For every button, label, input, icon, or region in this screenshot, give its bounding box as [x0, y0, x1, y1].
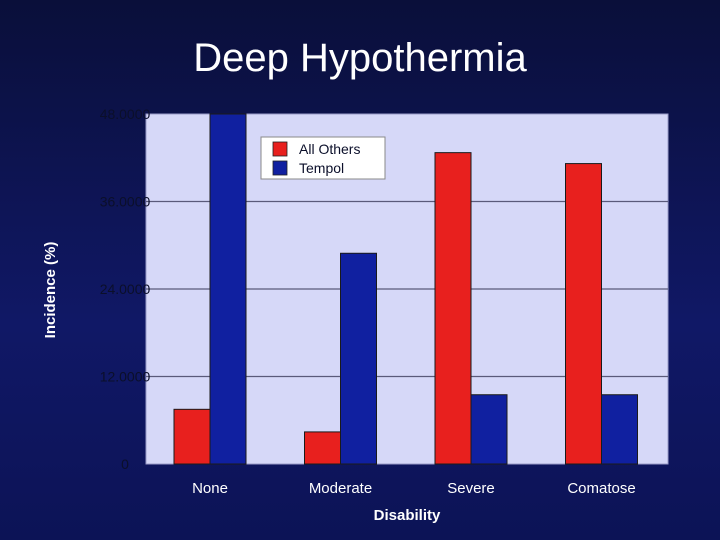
x-category-label: Comatose: [567, 480, 635, 497]
x-category-label: Severe: [447, 480, 495, 497]
x-axis-title: Disability: [374, 507, 441, 524]
y-tick-label: 48.0000: [100, 106, 151, 122]
legend: All Others Tempol: [260, 136, 386, 180]
legend-swatch-tempol: [272, 160, 288, 176]
x-category-label: None: [192, 480, 228, 497]
y-tick-label: 0: [121, 456, 129, 472]
legend-label-all-others: All Others: [299, 141, 360, 157]
x-category-labels: None Moderate Severe Comatose: [192, 480, 636, 497]
bar-tempol-none: [209, 113, 247, 465]
y-tick-label: 12.0000: [100, 369, 151, 385]
bars: [173, 113, 638, 465]
legend-label-tempol: Tempol: [299, 160, 344, 176]
bar-all-others-none: [173, 408, 211, 465]
bar-all-others-comatose: [565, 163, 602, 465]
bar-all-others-severe: [434, 152, 472, 465]
y-tick-labels: 0 12.0000 24.0000 36.0000 48.0000: [100, 106, 151, 472]
y-tick-label: 24.0000: [100, 281, 151, 297]
bar-all-others-moderate: [304, 431, 341, 465]
bar-tempol-severe: [470, 394, 508, 465]
bar-tempol-moderate: [340, 252, 377, 465]
x-category-label: Moderate: [309, 480, 372, 497]
y-axis-title: Incidence (%): [42, 242, 59, 339]
slide-title: Deep Hypothermia: [193, 36, 527, 80]
legend-swatch-all-others: [272, 141, 288, 157]
bar-tempol-comatose: [601, 394, 638, 465]
y-tick-label: 36.0000: [100, 194, 151, 210]
